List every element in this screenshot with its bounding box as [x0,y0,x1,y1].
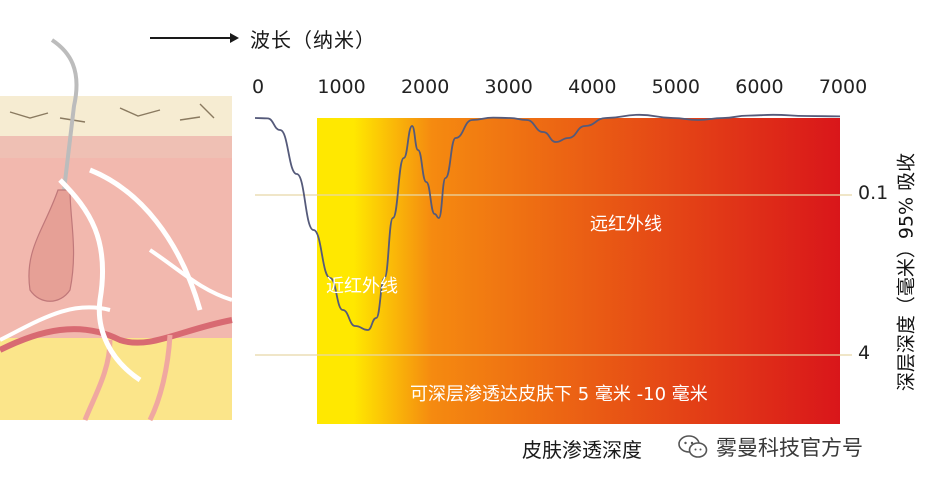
axis-arrow-line [150,37,232,39]
y-axis-title: 深层深度（毫米）95% 吸收 [895,152,918,392]
nerve-fiber [58,167,203,383]
y-tick-label: 4 [858,342,871,364]
far-infrared-label: 远红外线 [590,214,662,235]
x-tick-label: 5000 [651,76,701,98]
wechat-icon [678,435,708,458]
x-tick-label: 3000 [484,76,533,98]
skin-fat [0,338,232,420]
y-tick-label: 0.1 [858,182,889,204]
watermark: 雾曼科技官方号 [678,432,863,462]
x-tick-label: 0 [251,76,265,98]
x-tick-label: 6000 [735,76,784,98]
x-tick-label: 2000 [400,76,450,98]
penetration-note: 可深层渗透达皮肤下 5 毫米 -10 毫米 [410,384,708,405]
x-axis-title: 波长（纳米） [250,28,376,52]
x-tick-label: 1000 [317,76,366,98]
skin-epidermis [0,136,232,158]
near-infrared-label: 近红外线 [326,276,398,297]
bottom-axis-label: 皮肤渗透深度 [522,438,642,462]
absorption-curve [254,113,841,331]
x-tick-label: 7000 [818,76,868,98]
hair-follicle [28,189,75,302]
plot-white-region [255,118,317,424]
nerve-fiber-2 [0,248,233,342]
watermark-text: 雾曼科技官方号 [716,436,863,460]
hair-strand [50,38,79,191]
heat-gradient-band [317,118,840,424]
axis-arrow-icon [230,33,239,43]
blood-vessel [0,317,233,353]
x-tick-label: 4000 [568,76,617,98]
